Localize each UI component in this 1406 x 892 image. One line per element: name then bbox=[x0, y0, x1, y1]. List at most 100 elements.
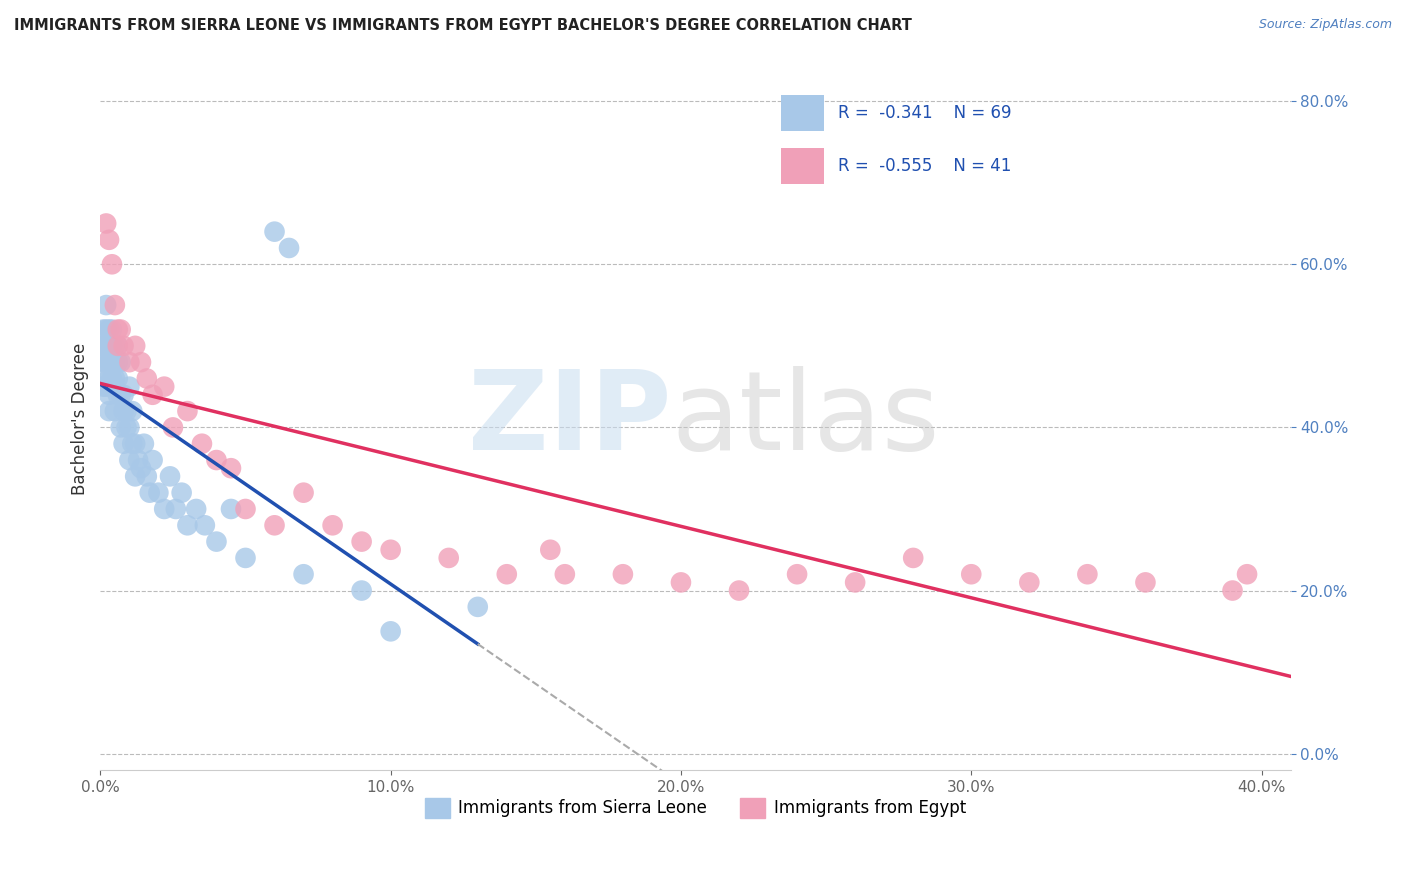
Point bbox=[121, 404, 143, 418]
Point bbox=[495, 567, 517, 582]
Text: atlas: atlas bbox=[672, 366, 941, 473]
Point bbox=[124, 469, 146, 483]
Point bbox=[115, 420, 138, 434]
Point bbox=[107, 339, 129, 353]
Point bbox=[129, 461, 152, 475]
Point bbox=[104, 355, 127, 369]
Text: ZIP: ZIP bbox=[468, 366, 672, 473]
Point bbox=[118, 379, 141, 393]
Point bbox=[148, 485, 170, 500]
Point bbox=[219, 461, 242, 475]
Point bbox=[110, 420, 132, 434]
Point bbox=[205, 534, 228, 549]
Point bbox=[112, 388, 135, 402]
Point bbox=[124, 436, 146, 450]
Point bbox=[292, 567, 315, 582]
Point bbox=[786, 567, 808, 582]
Point bbox=[107, 339, 129, 353]
Point bbox=[263, 225, 285, 239]
Point bbox=[107, 322, 129, 336]
Point bbox=[112, 404, 135, 418]
Point bbox=[191, 436, 214, 450]
Point bbox=[96, 371, 118, 385]
Point bbox=[110, 355, 132, 369]
Point bbox=[107, 355, 129, 369]
Point bbox=[142, 453, 165, 467]
Point bbox=[110, 388, 132, 402]
Point bbox=[960, 567, 983, 582]
Point bbox=[124, 339, 146, 353]
Point bbox=[96, 339, 118, 353]
Point bbox=[844, 575, 866, 590]
Point bbox=[219, 502, 242, 516]
Point bbox=[101, 379, 124, 393]
Point bbox=[127, 453, 149, 467]
Y-axis label: Bachelor's Degree: Bachelor's Degree bbox=[72, 343, 89, 495]
Point bbox=[129, 355, 152, 369]
Point bbox=[669, 575, 692, 590]
Point bbox=[612, 567, 634, 582]
Text: Source: ZipAtlas.com: Source: ZipAtlas.com bbox=[1258, 18, 1392, 31]
Point bbox=[350, 534, 373, 549]
Point bbox=[292, 485, 315, 500]
Point bbox=[101, 339, 124, 353]
Point bbox=[1236, 567, 1258, 582]
Point bbox=[135, 371, 157, 385]
Point bbox=[278, 241, 301, 255]
Text: IMMIGRANTS FROM SIERRA LEONE VS IMMIGRANTS FROM EGYPT BACHELOR'S DEGREE CORRELAT: IMMIGRANTS FROM SIERRA LEONE VS IMMIGRAN… bbox=[14, 18, 912, 33]
Point bbox=[98, 339, 121, 353]
Point bbox=[96, 355, 118, 369]
Point bbox=[107, 371, 129, 385]
Point bbox=[263, 518, 285, 533]
Point bbox=[350, 583, 373, 598]
Point bbox=[118, 355, 141, 369]
Point bbox=[132, 436, 155, 450]
Point bbox=[176, 518, 198, 533]
Point bbox=[1076, 567, 1098, 582]
Point bbox=[153, 379, 176, 393]
Point bbox=[101, 257, 124, 271]
Point bbox=[91, 379, 114, 393]
Legend: Immigrants from Sierra Leone, Immigrants from Egypt: Immigrants from Sierra Leone, Immigrants… bbox=[418, 791, 973, 825]
Point bbox=[101, 322, 124, 336]
Point bbox=[98, 339, 121, 353]
Point bbox=[186, 502, 208, 516]
Point bbox=[118, 453, 141, 467]
Point bbox=[110, 322, 132, 336]
Point bbox=[322, 518, 344, 533]
Point bbox=[162, 420, 184, 434]
Point bbox=[104, 298, 127, 312]
Point bbox=[437, 550, 460, 565]
Point bbox=[142, 388, 165, 402]
Point bbox=[554, 567, 576, 582]
Point bbox=[135, 469, 157, 483]
Point bbox=[96, 379, 118, 393]
Point bbox=[165, 502, 187, 516]
Point bbox=[1135, 575, 1157, 590]
Point bbox=[115, 404, 138, 418]
Point bbox=[91, 322, 114, 336]
Point bbox=[121, 436, 143, 450]
Point bbox=[138, 485, 160, 500]
Point bbox=[104, 404, 127, 418]
Point bbox=[98, 371, 121, 385]
Point bbox=[104, 339, 127, 353]
Point bbox=[104, 371, 127, 385]
Point bbox=[96, 298, 118, 312]
Point bbox=[98, 404, 121, 418]
Point bbox=[98, 233, 121, 247]
Point bbox=[107, 388, 129, 402]
Point bbox=[91, 355, 114, 369]
Point bbox=[101, 371, 124, 385]
Point bbox=[96, 322, 118, 336]
Point bbox=[96, 217, 118, 231]
Point bbox=[104, 379, 127, 393]
Point bbox=[728, 583, 751, 598]
Point bbox=[112, 436, 135, 450]
Point bbox=[153, 502, 176, 516]
Point bbox=[1222, 583, 1244, 598]
Point bbox=[194, 518, 217, 533]
Point bbox=[98, 388, 121, 402]
Point bbox=[91, 339, 114, 353]
Point bbox=[159, 469, 181, 483]
